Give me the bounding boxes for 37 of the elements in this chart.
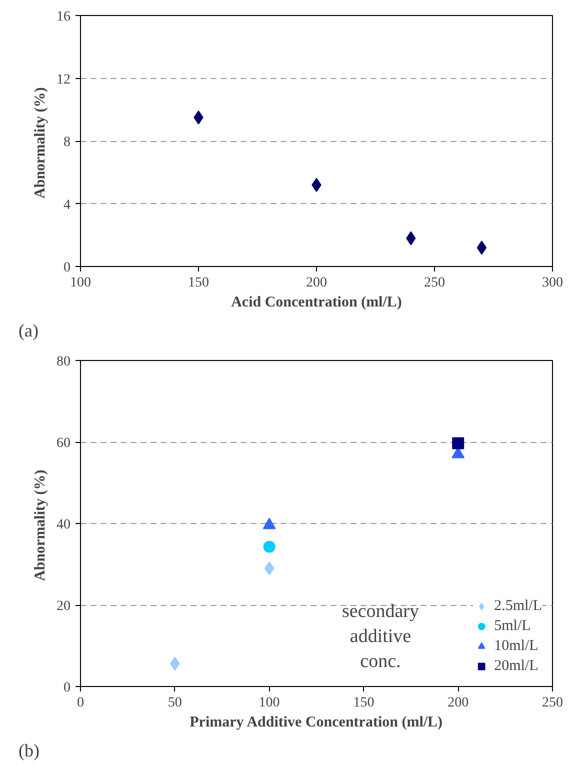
x-tick-label: 150 xyxy=(188,276,209,290)
y-tick-label: 0 xyxy=(64,680,70,696)
y-axis-title: Abnormality (%) xyxy=(32,470,48,581)
point xyxy=(452,437,464,450)
y-tick-label: 8 xyxy=(64,135,70,150)
x-tick-label: 0 xyxy=(77,696,84,710)
x-tick-label: 100 xyxy=(258,696,280,710)
x-tick-label: 250 xyxy=(542,696,563,710)
x-tick-label: 200 xyxy=(448,696,469,710)
x-tick-label: 300 xyxy=(542,276,563,290)
y-tick-label: 4 xyxy=(64,198,70,213)
x-tick-label: 100 xyxy=(70,276,91,290)
y-tick-label: 12 xyxy=(56,72,70,88)
y-axis-title: Abnormality (%) xyxy=(32,87,48,198)
x-tick-label: 150 xyxy=(353,696,374,710)
annotation: secondary additive conc. xyxy=(342,600,420,672)
y-tick-label: 20 xyxy=(56,599,70,614)
point xyxy=(476,240,487,255)
text: (a) xyxy=(18,320,38,340)
point xyxy=(263,540,276,553)
legend-label: 10ml/L xyxy=(494,638,538,654)
x-tick-label: 200 xyxy=(306,276,327,290)
x-tick-label: 50 xyxy=(168,696,182,710)
y-tick-label: 40 xyxy=(56,518,70,532)
legend-label: 5ml/L xyxy=(494,618,531,634)
point xyxy=(264,561,274,576)
y-tick-label: 80 xyxy=(56,354,70,370)
y-tick-label: 60 xyxy=(56,436,70,451)
text: (b) xyxy=(18,740,40,760)
legend-label: 20ml/L xyxy=(494,658,538,674)
x-axis-title: Primary Additive Concentration (ml/L) xyxy=(190,714,443,730)
x-tick-label: 250 xyxy=(424,276,445,290)
y-tick-label: 16 xyxy=(56,10,70,24)
x-axis-title: Acid Concentration (ml/L) xyxy=(231,294,402,310)
legend-label: 2.5ml/L xyxy=(494,598,542,614)
y-tick-label: 0 xyxy=(64,260,70,276)
point xyxy=(262,518,276,530)
